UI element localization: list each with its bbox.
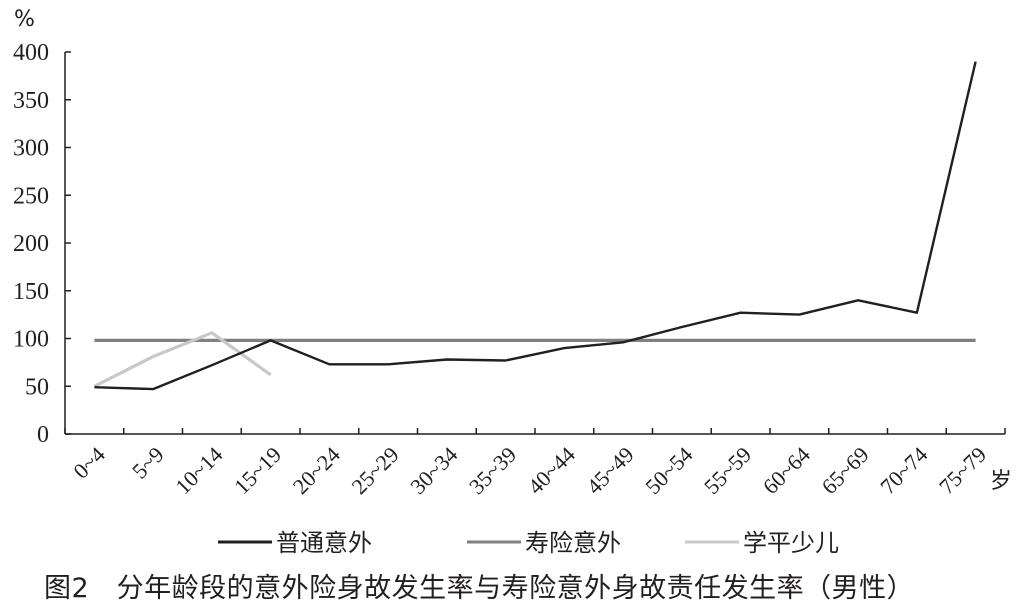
x-tick-label: 50~54	[640, 442, 697, 499]
x-tick-label: 70~74	[875, 442, 932, 499]
y-tick-label: 250	[13, 183, 49, 209]
x-tick-label: 60~64	[758, 442, 815, 499]
x-tick-label: 65~69	[816, 442, 873, 499]
x-tick-label: 25~29	[346, 442, 403, 499]
legend-label: 学平少儿	[743, 529, 839, 557]
y-tick-label: 0	[37, 422, 49, 448]
x-axis-unit: 岁	[990, 469, 1012, 494]
x-tick-label: 0~4	[68, 442, 110, 484]
x-tick-label: 40~44	[523, 442, 580, 499]
y-tick-label: 100	[13, 327, 49, 353]
legend: 普通意外 寿险意外 学平少儿	[218, 529, 839, 557]
y-tick-label: 350	[13, 88, 49, 114]
x-tick-label: 10~14	[170, 442, 227, 499]
y-tick-label: 400	[13, 40, 49, 66]
y-tick-label: 50	[25, 374, 49, 400]
x-tick-label: 20~24	[288, 442, 345, 499]
x-tick-label: 35~39	[464, 442, 521, 499]
x-tick-label: 30~34	[405, 442, 462, 499]
y-axis-unit: %	[14, 7, 35, 32]
y-tick-label: 300	[13, 136, 49, 162]
legend-label: 寿险意外	[525, 529, 621, 557]
x-tick-label: 75~79	[934, 442, 991, 499]
y-tick-label: 200	[13, 231, 49, 257]
x-tick-label: 55~59	[699, 442, 756, 499]
figure-caption: 图2 分年龄段的意外险身故发生率与寿险意外身故责任发生率（男性）	[44, 573, 915, 604]
y-tick-label: 150	[13, 279, 49, 305]
x-tick-label: 15~19	[229, 442, 286, 499]
legend-label: 普通意外	[276, 529, 372, 557]
y-axis-ticks: 0 50 100 150 200 250 300 350 400	[13, 40, 71, 448]
x-axis-ticks: 0~4 5~9 10~14 15~19 20~24 25~29 30~34 35~39 40~4…	[64, 428, 1006, 499]
x-tick-label: 45~49	[581, 442, 638, 499]
series-layer	[93, 61, 977, 391]
axes	[64, 52, 1005, 435]
x-tick-label: 5~9	[127, 442, 169, 484]
series-line-0	[94, 61, 977, 391]
